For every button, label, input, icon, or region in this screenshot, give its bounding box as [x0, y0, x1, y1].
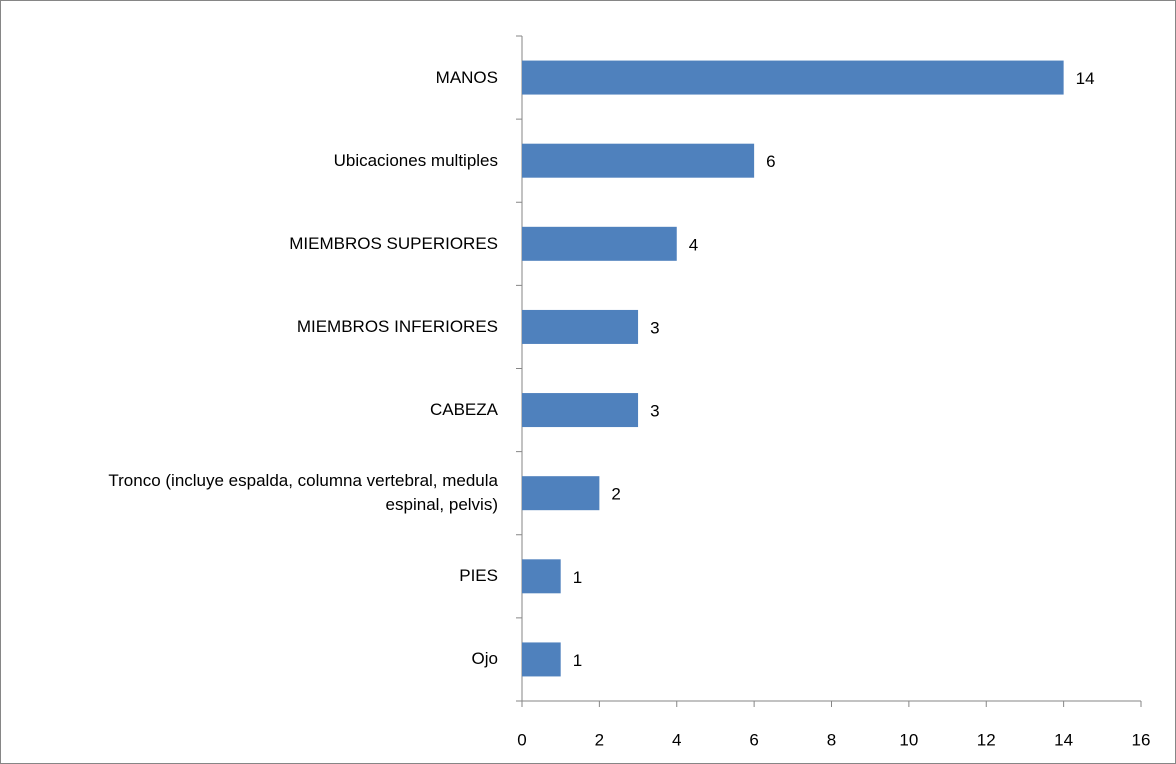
bar	[522, 226, 677, 261]
y-tick-label: PIES	[459, 566, 498, 586]
y-tick-label: Ojo	[471, 649, 498, 669]
x-tick-label: 0	[517, 730, 526, 749]
data-label: 3	[650, 318, 659, 337]
y-tick-label: MANOS	[435, 67, 498, 87]
data-label: 14	[1076, 69, 1095, 88]
x-tick-label: 14	[1054, 730, 1073, 749]
data-label: 6	[766, 152, 775, 171]
y-tick-label: MIEMBROS SUPERIORES	[289, 233, 498, 253]
y-tick-label: Tronco (incluye espalda, columna vertebr…	[108, 471, 498, 515]
data-label: 4	[689, 235, 698, 254]
x-tick-label: 8	[827, 730, 836, 749]
data-label: 3	[650, 402, 659, 421]
x-tick-label: 16	[1132, 730, 1151, 749]
x-tick-label: 12	[977, 730, 996, 749]
bar	[522, 309, 639, 344]
bar	[522, 642, 561, 677]
bar	[522, 476, 600, 511]
y-tick-label: Ubicaciones multiples	[333, 150, 498, 170]
data-label: 2	[611, 485, 620, 504]
data-label: 1	[573, 568, 582, 587]
x-tick-label: 10	[899, 730, 918, 749]
y-tick-label: CABEZA	[429, 400, 498, 420]
bar	[522, 393, 639, 428]
bar	[522, 559, 561, 594]
x-tick-label: 4	[672, 730, 681, 749]
data-label: 1	[573, 651, 582, 670]
y-tick-label: MIEMBROS INFERIORES	[296, 316, 498, 336]
x-tick-label: 6	[749, 730, 758, 749]
bar	[522, 143, 755, 178]
bar	[522, 60, 1064, 95]
x-tick-label: 2	[595, 730, 604, 749]
